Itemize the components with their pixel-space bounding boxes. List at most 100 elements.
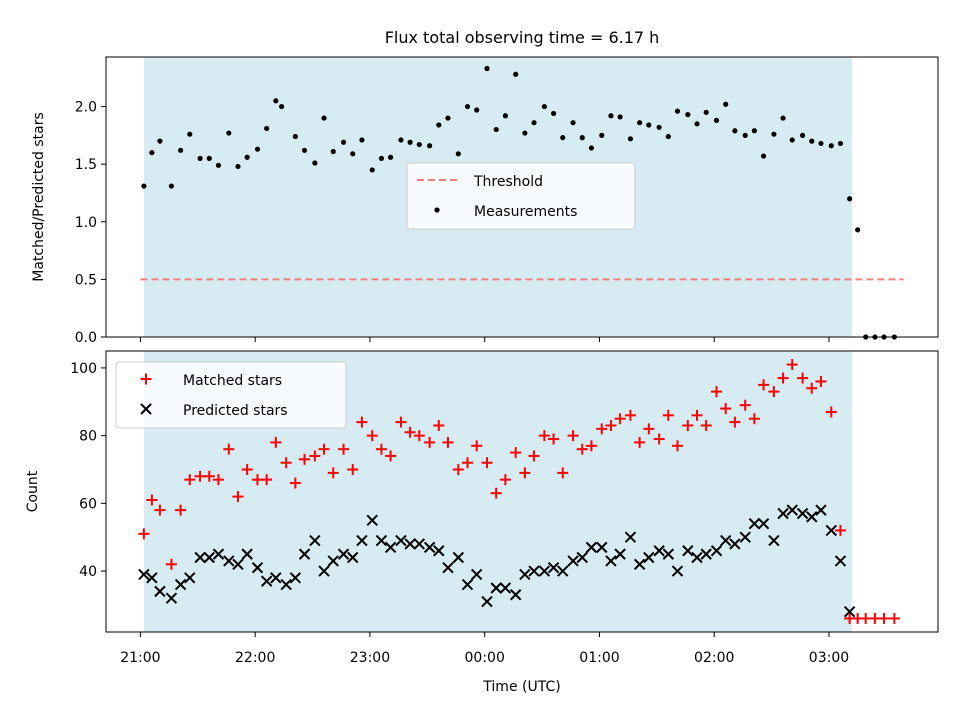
predicted-star-point [596,541,608,554]
matched-star-point [165,558,177,570]
predicted-star-point [682,545,694,557]
measurement-point [599,132,605,138]
measurement-point [416,141,422,148]
measurement-point [436,122,442,128]
matched-star-point [212,474,224,486]
predicted-star-point [777,507,789,520]
measurement-point [732,128,738,134]
matched-star-point [758,379,770,391]
matched-star-point [138,528,150,540]
matched-stars-points [138,359,900,624]
matched-star-point [786,359,798,371]
predicted-star-point [719,534,732,547]
legend-plus-marker [140,373,152,385]
matched-star-point [299,453,311,465]
predicted-star-point [806,511,818,523]
measurement-point [780,115,786,121]
measurement-point [278,103,285,110]
matched-star-point [777,372,789,384]
matched-star-point [203,470,215,482]
predicted-star-point [232,558,244,570]
predicted-star-point [366,514,378,526]
x-tick-label: 23:00 [350,650,390,666]
count-panel: 40 60 80 100 21:00 22:00 23:00 00:00 01:00 02:00… [25,350,939,695]
x-tick-label: 02:00 [694,650,734,666]
measurement-point [388,154,394,160]
x-axis-label: Time (UTC) [482,679,560,695]
measurement-point [493,126,499,133]
measurement-point [273,98,279,104]
predicted-star-point [567,555,579,567]
matched-star-point [576,443,588,455]
predicted-star-point [413,538,425,550]
matched-star-point [251,474,263,486]
measurement-point [809,138,815,144]
ratio-legend-box [406,162,636,230]
count-y-tick-label: 80 [79,429,97,445]
measurement-point [771,131,777,137]
measurement-point [359,137,365,143]
predicted-star-point [395,534,407,547]
matched-star-point [175,504,187,516]
count-axes-frame [105,350,939,633]
predicted-star-point [280,578,292,591]
matched-star-point [653,433,665,445]
matched-star-point [768,386,780,398]
measurement-point [215,162,222,168]
predicted-star-point [786,504,798,516]
predicted-star-point [729,538,741,550]
measurement-point [455,151,461,157]
predicted-star-point [203,551,215,564]
predicted-star-point [557,565,569,577]
predicted-star-point [576,551,588,564]
measurement-point [531,120,537,126]
matched-star-point [499,474,511,486]
measurement-point [254,146,261,152]
measurement-point [350,151,356,157]
predicted-star-point [624,531,637,543]
measurement-point [742,132,748,138]
legend-matched-swatch [140,373,152,385]
ratio-legend: Threshold Measurements [406,162,636,230]
matched-star-point [413,430,425,442]
legend-measurement-label: Measurements [474,204,577,220]
measurement-point [168,183,175,189]
matched-star-point [585,440,597,452]
measurement-point [550,110,557,117]
matched-star-point [596,423,608,435]
matched-star-point [519,467,531,479]
matched-star-point [815,375,827,387]
predicted-star-point [547,561,560,574]
predicted-star-point [815,504,827,516]
predicted-star-point [404,538,416,550]
count-y-tick-label: 40 [79,564,97,580]
count-y-axis-label: Count [25,470,41,512]
matched-star-point [452,463,464,475]
ratio-y-ticks: 0.0 0.5 1.0 1.5 2.0 [75,100,106,346]
ratio-y-tick-label: 1.5 [75,157,97,173]
ratio-y-tick-label: 1.0 [75,215,97,231]
predicted-star-point [146,572,158,584]
count-y-tick-label: 100 [70,361,97,377]
predicted-star-point [614,548,626,560]
measurement-point [713,117,720,123]
matched-star-point [490,487,502,499]
matched-star-point [270,436,282,448]
predicted-star-point [452,551,465,564]
measurement-point [264,125,270,132]
predicted-star-point [843,605,856,618]
matched-star-point [442,436,454,448]
predicted-star-point [433,545,445,557]
predicted-star-point [356,534,368,547]
matched-star-point [634,436,646,448]
legend-threshold-label: Threshold [473,174,543,190]
matched-star-point [614,413,626,425]
matched-star-point [869,612,881,624]
predicted-star-point [710,545,723,557]
predicted-star-point [212,548,225,560]
matched-star-point [624,409,636,421]
measurement-point [235,163,241,170]
measurement-point [464,103,471,110]
measurement-point [522,130,528,136]
